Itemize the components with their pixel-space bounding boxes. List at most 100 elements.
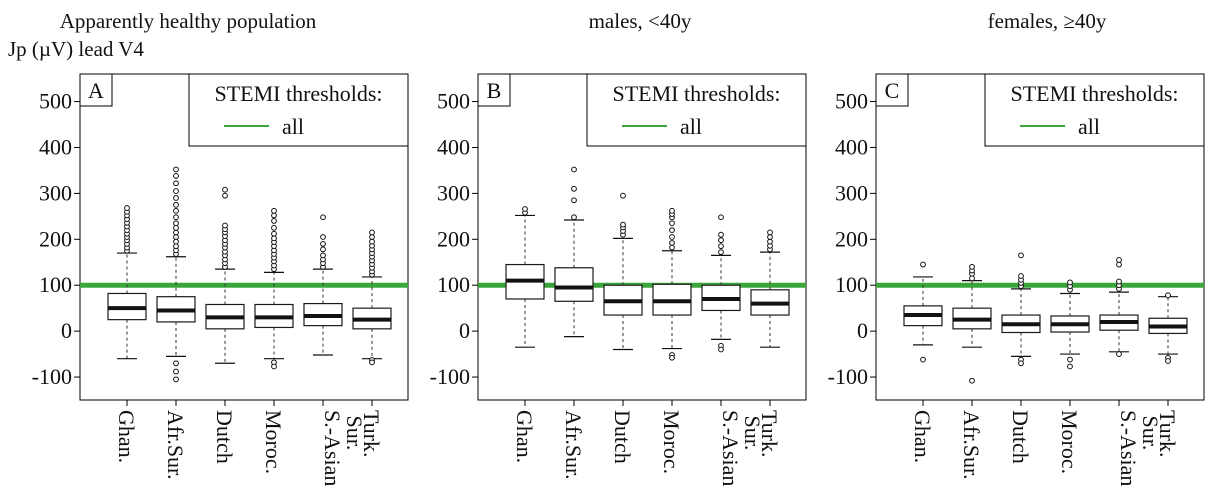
category-label: S.-Asian Sur. (320, 410, 367, 486)
outlier-point (1067, 279, 1073, 286)
category-label: Afr.Sur. (959, 410, 984, 480)
category-label: Turk. (757, 410, 782, 458)
panel-letter: A (88, 78, 104, 103)
outlier-point (669, 354, 675, 361)
outlier-point (271, 218, 277, 224)
category-label: Moroc. (659, 410, 684, 474)
y-tick-label: 0 (857, 318, 868, 343)
outlier-point (173, 234, 179, 240)
box-4 (1099, 257, 1139, 357)
outlier-point (571, 197, 577, 204)
legend-entry: all (1078, 114, 1100, 139)
outlier-point (173, 214, 179, 221)
outlier-point (173, 180, 179, 187)
box-5 (352, 229, 392, 366)
outlier-point (669, 227, 675, 234)
legend-box (188, 73, 409, 147)
legend-title: STEMI thresholds: (1010, 81, 1178, 106)
box-2 (1001, 252, 1041, 367)
panel-letter-box (875, 73, 909, 107)
outlier-point (222, 192, 228, 199)
outlier-point (369, 238, 375, 245)
outlier-point (1018, 252, 1024, 259)
box-1 (554, 166, 594, 338)
y-tick-label: -100 (430, 364, 470, 389)
outlier-point (320, 240, 326, 247)
iqr-box (554, 267, 594, 302)
box-2 (603, 192, 643, 351)
category-label: Ghan. (910, 410, 935, 463)
outlier-point (173, 376, 179, 383)
outlier-point (669, 234, 675, 240)
y-axis-label: Jp (µV) lead V4 (8, 37, 144, 61)
y-tick-label: 200 (39, 226, 72, 251)
outlier-point (669, 220, 675, 227)
y-tick-label: 400 (39, 134, 72, 159)
outlier-point (369, 229, 375, 236)
outlier-point (222, 222, 228, 229)
outlier-point (620, 192, 626, 199)
outlier-point (173, 201, 179, 208)
y-tick-label: 100 (835, 272, 868, 297)
outlier-point (767, 229, 773, 236)
y-tick-label: -100 (828, 364, 868, 389)
panel-letter-box (477, 73, 511, 107)
outlier-point (1018, 360, 1024, 367)
y-tick-label: 500 (437, 89, 470, 114)
outlier-point (271, 230, 277, 237)
y-tick-label: 0 (61, 318, 72, 343)
outlier-point (969, 275, 975, 282)
legend-box (586, 73, 807, 147)
outlier-point (271, 224, 277, 231)
outlier-point (173, 229, 179, 236)
outlier-point (718, 214, 724, 221)
outlier-point (173, 243, 179, 250)
outlier-point (571, 214, 577, 221)
outlier-point (571, 185, 577, 192)
outlier-point (271, 235, 277, 242)
outlier-point (620, 221, 626, 228)
outlier-point (1165, 292, 1171, 299)
outlier-point (173, 195, 179, 201)
box-1 (156, 166, 196, 383)
category-label: Moroc. (1057, 410, 1082, 474)
outlier-point (669, 207, 675, 214)
panel-title: males, <40y (589, 9, 692, 33)
box-0 (903, 261, 943, 363)
y-tick-label: 500 (835, 89, 868, 114)
outlier-point (969, 263, 975, 270)
panel-title: Apparently healthy population (60, 9, 317, 33)
category-label: Dutch (1008, 410, 1033, 464)
category-label: S.-Asian Sur. (1116, 410, 1163, 486)
category-label: S.-Asian Sur. (718, 410, 765, 486)
outlier-point (522, 206, 528, 212)
category-label: Afr.Sur. (561, 410, 586, 480)
y-tick-label: 300 (39, 180, 72, 205)
panel-letter-box (79, 73, 113, 107)
outlier-point (1018, 273, 1024, 279)
outlier-point (1067, 356, 1073, 363)
outlier-point (920, 356, 926, 363)
outlier-point (173, 166, 179, 173)
y-tick-label: 400 (437, 134, 470, 159)
panel-letter: B (487, 78, 502, 103)
box-3 (1050, 279, 1090, 370)
panel-c: females, ≥40y -100 0 100 200 300 400 500 Ghan. Af… (828, 9, 1205, 486)
outlier-point (271, 363, 277, 370)
outlier-point (767, 238, 773, 245)
category-label: Turk. (359, 410, 384, 458)
category-label: Ghan. (512, 410, 537, 463)
y-tick-label: -100 (32, 364, 72, 389)
box-1 (952, 263, 992, 384)
category-label: Moroc. (261, 410, 286, 474)
outlier-point (920, 261, 926, 268)
outlier-point (173, 173, 179, 179)
outlier-point (718, 346, 724, 353)
box-4 (303, 214, 343, 356)
outlier-point (1067, 363, 1073, 370)
outlier-point (271, 207, 277, 214)
outlier-point (320, 214, 326, 221)
panel-a: Apparently healthy population -100 0 100 200… (32, 9, 409, 486)
legend-box (984, 73, 1205, 147)
